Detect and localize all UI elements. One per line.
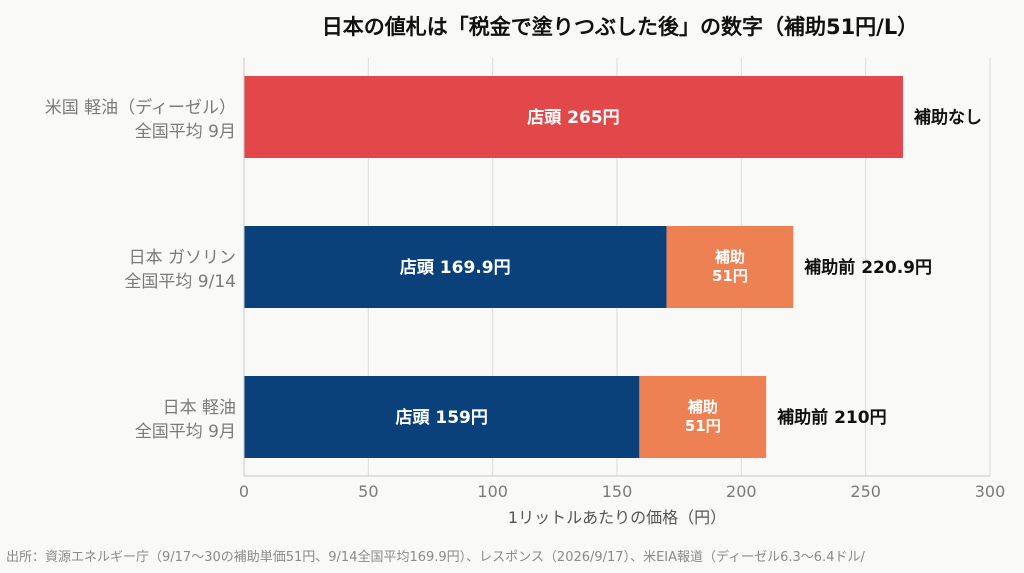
price-data-label: 店頭 169.9円 xyxy=(400,257,511,278)
x-tick-label: 250 xyxy=(850,482,881,501)
bar-end-label: 補助前 220.9円 xyxy=(803,257,932,278)
x-tick-label: 300 xyxy=(975,482,1006,501)
x-axis-title: 1リットルあたりの価格（円） xyxy=(508,508,726,527)
price-data-label: 店頭 159円 xyxy=(395,407,487,428)
subsidy-bar-segment xyxy=(666,226,794,308)
x-tick-label: 0 xyxy=(239,482,249,501)
x-tick-label: 100 xyxy=(477,482,508,501)
price-bar-segment xyxy=(244,76,903,158)
source-note: 出所：資源エネルギー庁（9/17〜30の補助単価51円、9/14全国平均169.… xyxy=(6,549,865,565)
x-axis: 0 50 100 150 200 250 300 xyxy=(239,58,1005,501)
x-tick-label: 200 xyxy=(726,482,757,501)
bar-end-label: 補助なし xyxy=(913,107,982,128)
price-bar-segment xyxy=(244,226,667,308)
subsidy-data-label: 補助 51円 xyxy=(685,398,721,435)
subsidy-bar-segment xyxy=(639,376,767,458)
bar-end-label: 補助前 210円 xyxy=(776,407,886,428)
category-label: 日本 ガソリン全国平均 9/14 xyxy=(124,248,236,292)
price-data-label: 店頭 265円 xyxy=(527,107,619,128)
chart-title: 日本の値札は「税金で塗りつぶした後」の数字（補助51円/L） xyxy=(322,15,918,39)
x-tick-label: 50 xyxy=(358,482,378,501)
subsidy-data-label: 補助 51円 xyxy=(712,248,748,285)
price-bar-segment xyxy=(244,376,640,458)
category-label: 米国 軽油（ディーゼル）全国平均 9月 xyxy=(45,97,236,142)
category-label: 日本 軽油全国平均 9月 xyxy=(135,398,236,442)
x-tick-label: 150 xyxy=(602,482,633,501)
